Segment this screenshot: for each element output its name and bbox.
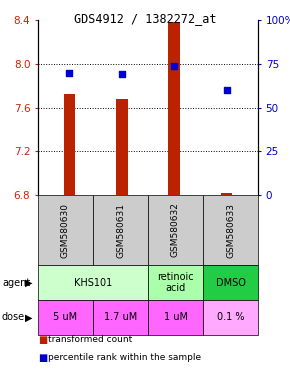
Text: transformed count: transformed count xyxy=(48,336,132,344)
Text: percentile rank within the sample: percentile rank within the sample xyxy=(48,354,201,362)
Text: GSM580632: GSM580632 xyxy=(171,203,180,257)
Text: 1.7 uM: 1.7 uM xyxy=(104,313,137,323)
Text: GSM580631: GSM580631 xyxy=(116,202,125,258)
Bar xyxy=(64,94,75,195)
Text: ▶: ▶ xyxy=(25,278,32,288)
Point xyxy=(67,70,72,76)
Text: agent: agent xyxy=(2,278,30,288)
Text: 1 uM: 1 uM xyxy=(164,313,188,323)
Text: GDS4912 / 1382272_at: GDS4912 / 1382272_at xyxy=(74,12,216,25)
Bar xyxy=(168,22,180,195)
Text: 0.1 %: 0.1 % xyxy=(217,313,244,323)
Text: retinoic
acid: retinoic acid xyxy=(157,272,194,293)
Text: KHS101: KHS101 xyxy=(74,278,112,288)
Text: ▶: ▶ xyxy=(25,313,32,323)
Text: DMSO: DMSO xyxy=(215,278,245,288)
Text: GSM580630: GSM580630 xyxy=(61,202,70,258)
Bar xyxy=(221,193,232,195)
Point xyxy=(224,87,229,93)
Text: dose: dose xyxy=(2,313,25,323)
Point xyxy=(172,63,177,69)
Text: ■: ■ xyxy=(38,353,47,363)
Bar xyxy=(116,99,128,195)
Point xyxy=(119,71,124,77)
Text: GSM580633: GSM580633 xyxy=(226,202,235,258)
Text: 5 uM: 5 uM xyxy=(53,313,77,323)
Text: ■: ■ xyxy=(38,335,47,345)
